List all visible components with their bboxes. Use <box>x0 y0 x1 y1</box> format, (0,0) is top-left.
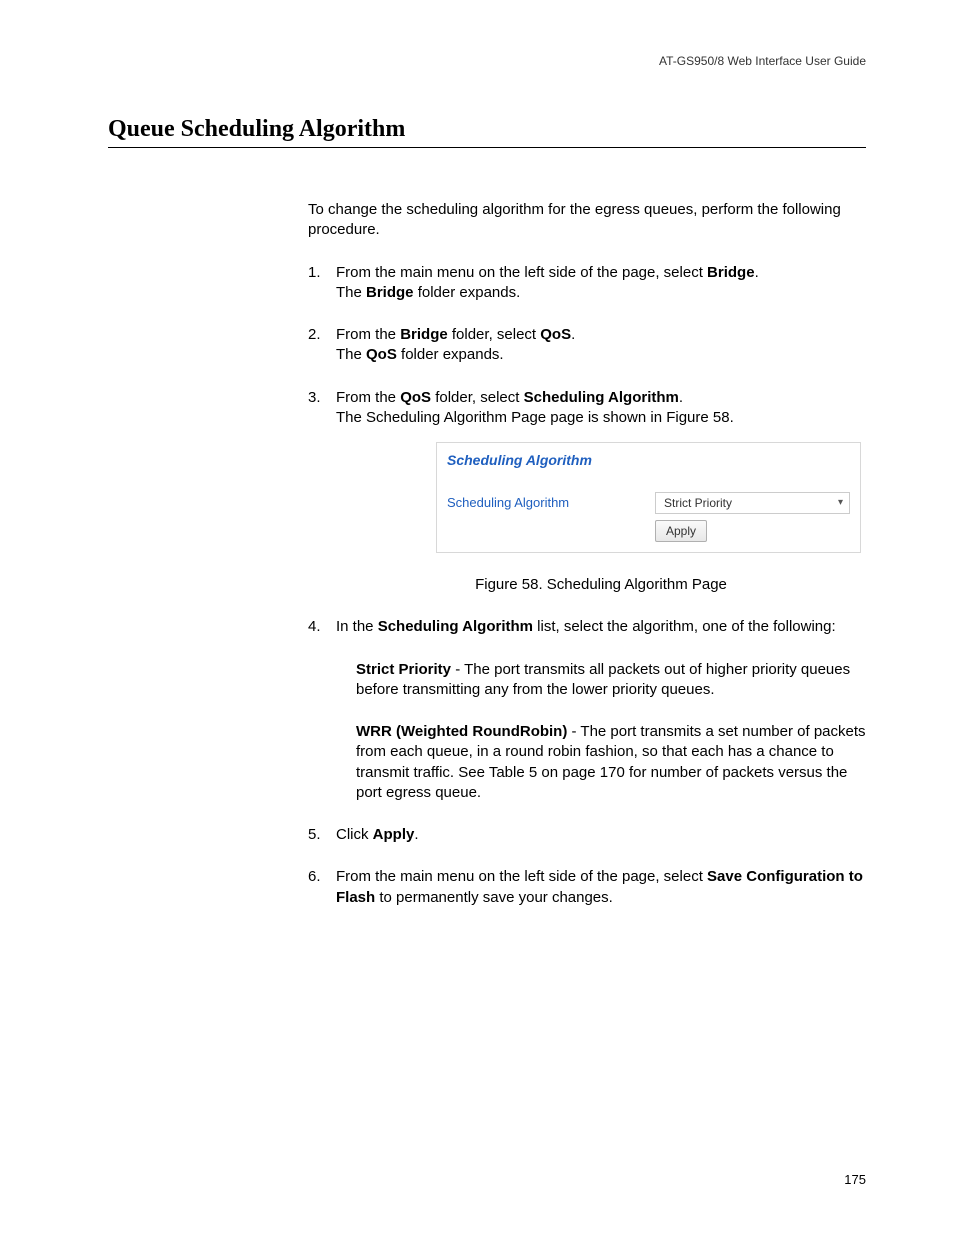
text: The <box>336 284 366 301</box>
procedure-list-continued: 5. Click Apply. 6. From the main menu on… <box>308 825 866 908</box>
text: The <box>336 346 366 363</box>
text: folder, select <box>431 389 524 406</box>
text: . <box>755 264 759 281</box>
text: . <box>679 389 683 406</box>
text: Click <box>336 826 373 843</box>
figure-panel-title: Scheduling Algorithm <box>447 451 850 474</box>
text: folder expands. <box>397 346 504 363</box>
step-number: 1. <box>308 263 321 283</box>
header-guide-title: AT-GS950/8 Web Interface User Guide <box>108 54 866 68</box>
step-number: 6. <box>308 867 321 887</box>
step-number: 3. <box>308 388 321 408</box>
bold-text: QoS <box>366 346 397 363</box>
step-number: 4. <box>308 617 321 637</box>
text: folder expands. <box>414 284 521 301</box>
page-title: Queue Scheduling Algorithm <box>108 116 866 148</box>
text: From the <box>336 326 400 343</box>
step-line: From the main menu on the left side of t… <box>336 263 866 283</box>
figure-button-row: Apply <box>447 520 850 542</box>
option-wrr: WRR (Weighted RoundRobin) - The port tra… <box>356 722 866 803</box>
step-line: In the Scheduling Algorithm list, select… <box>336 617 866 637</box>
step-4: 4. In the Scheduling Algorithm list, sel… <box>308 617 866 637</box>
select-value: Strict Priority <box>664 495 732 511</box>
figure-panel: Scheduling Algorithm Scheduling Algorith… <box>436 442 861 553</box>
bold-text: Strict Priority <box>356 661 451 678</box>
bold-text: Scheduling Algorithm <box>378 618 533 635</box>
text: folder, select <box>448 326 541 343</box>
step-2: 2. From the Bridge folder, select QoS. T… <box>308 325 866 366</box>
page-number: 175 <box>844 1172 866 1187</box>
bold-text: QoS <box>400 389 431 406</box>
content-body: To change the scheduling algorithm for t… <box>308 200 866 908</box>
procedure-list: 1. From the main menu on the left side o… <box>308 263 866 638</box>
option-strict-priority: Strict Priority - The port transmits all… <box>356 660 866 701</box>
text: to permanently save your changes. <box>375 889 613 906</box>
figure-field-row: Scheduling Algorithm Strict Priority ▾ <box>447 492 850 514</box>
step-6: 6. From the main menu on the left side o… <box>308 867 866 908</box>
step-3: 3. From the QoS folder, select Schedulin… <box>308 388 866 596</box>
page: AT-GS950/8 Web Interface User Guide Queu… <box>0 0 954 1235</box>
text: From the main menu on the left side of t… <box>336 264 707 281</box>
bold-text: QoS <box>540 326 571 343</box>
step-line: The Bridge folder expands. <box>336 283 866 303</box>
step-line: From the Bridge folder, select QoS. <box>336 325 866 345</box>
bold-text: Scheduling Algorithm <box>524 389 679 406</box>
bold-text: Bridge <box>707 264 755 281</box>
step-line: The QoS folder expands. <box>336 345 866 365</box>
chevron-down-icon: ▾ <box>838 496 843 510</box>
figure-caption: Figure 58. Scheduling Algorithm Page <box>336 575 866 595</box>
intro-paragraph: To change the scheduling algorithm for t… <box>308 200 866 241</box>
bold-text: WRR (Weighted RoundRobin) <box>356 723 567 740</box>
text: From the <box>336 389 400 406</box>
scheduling-algorithm-select[interactable]: Strict Priority ▾ <box>655 492 850 514</box>
figure-field-label: Scheduling Algorithm <box>447 494 569 512</box>
step-number: 5. <box>308 825 321 845</box>
step-number: 2. <box>308 325 321 345</box>
text: . <box>571 326 575 343</box>
text: list, select the algorithm, one of the f… <box>533 618 836 635</box>
text: . <box>414 826 418 843</box>
apply-button[interactable]: Apply <box>655 520 707 542</box>
figure-container: Scheduling Algorithm Scheduling Algorith… <box>336 442 866 553</box>
bold-text: Bridge <box>400 326 448 343</box>
step-1: 1. From the main menu on the left side o… <box>308 263 866 304</box>
step-line: The Scheduling Algorithm Page page is sh… <box>336 408 866 428</box>
text: In the <box>336 618 378 635</box>
step-5: 5. Click Apply. <box>308 825 866 845</box>
bold-text: Apply <box>373 826 415 843</box>
step-line: From the QoS folder, select Scheduling A… <box>336 388 866 408</box>
step-line: From the main menu on the left side of t… <box>336 867 866 908</box>
text: From the main menu on the left side of t… <box>336 868 707 885</box>
bold-text: Bridge <box>366 284 414 301</box>
step-line: Click Apply. <box>336 825 866 845</box>
figure-button-wrap: Apply <box>655 520 850 542</box>
